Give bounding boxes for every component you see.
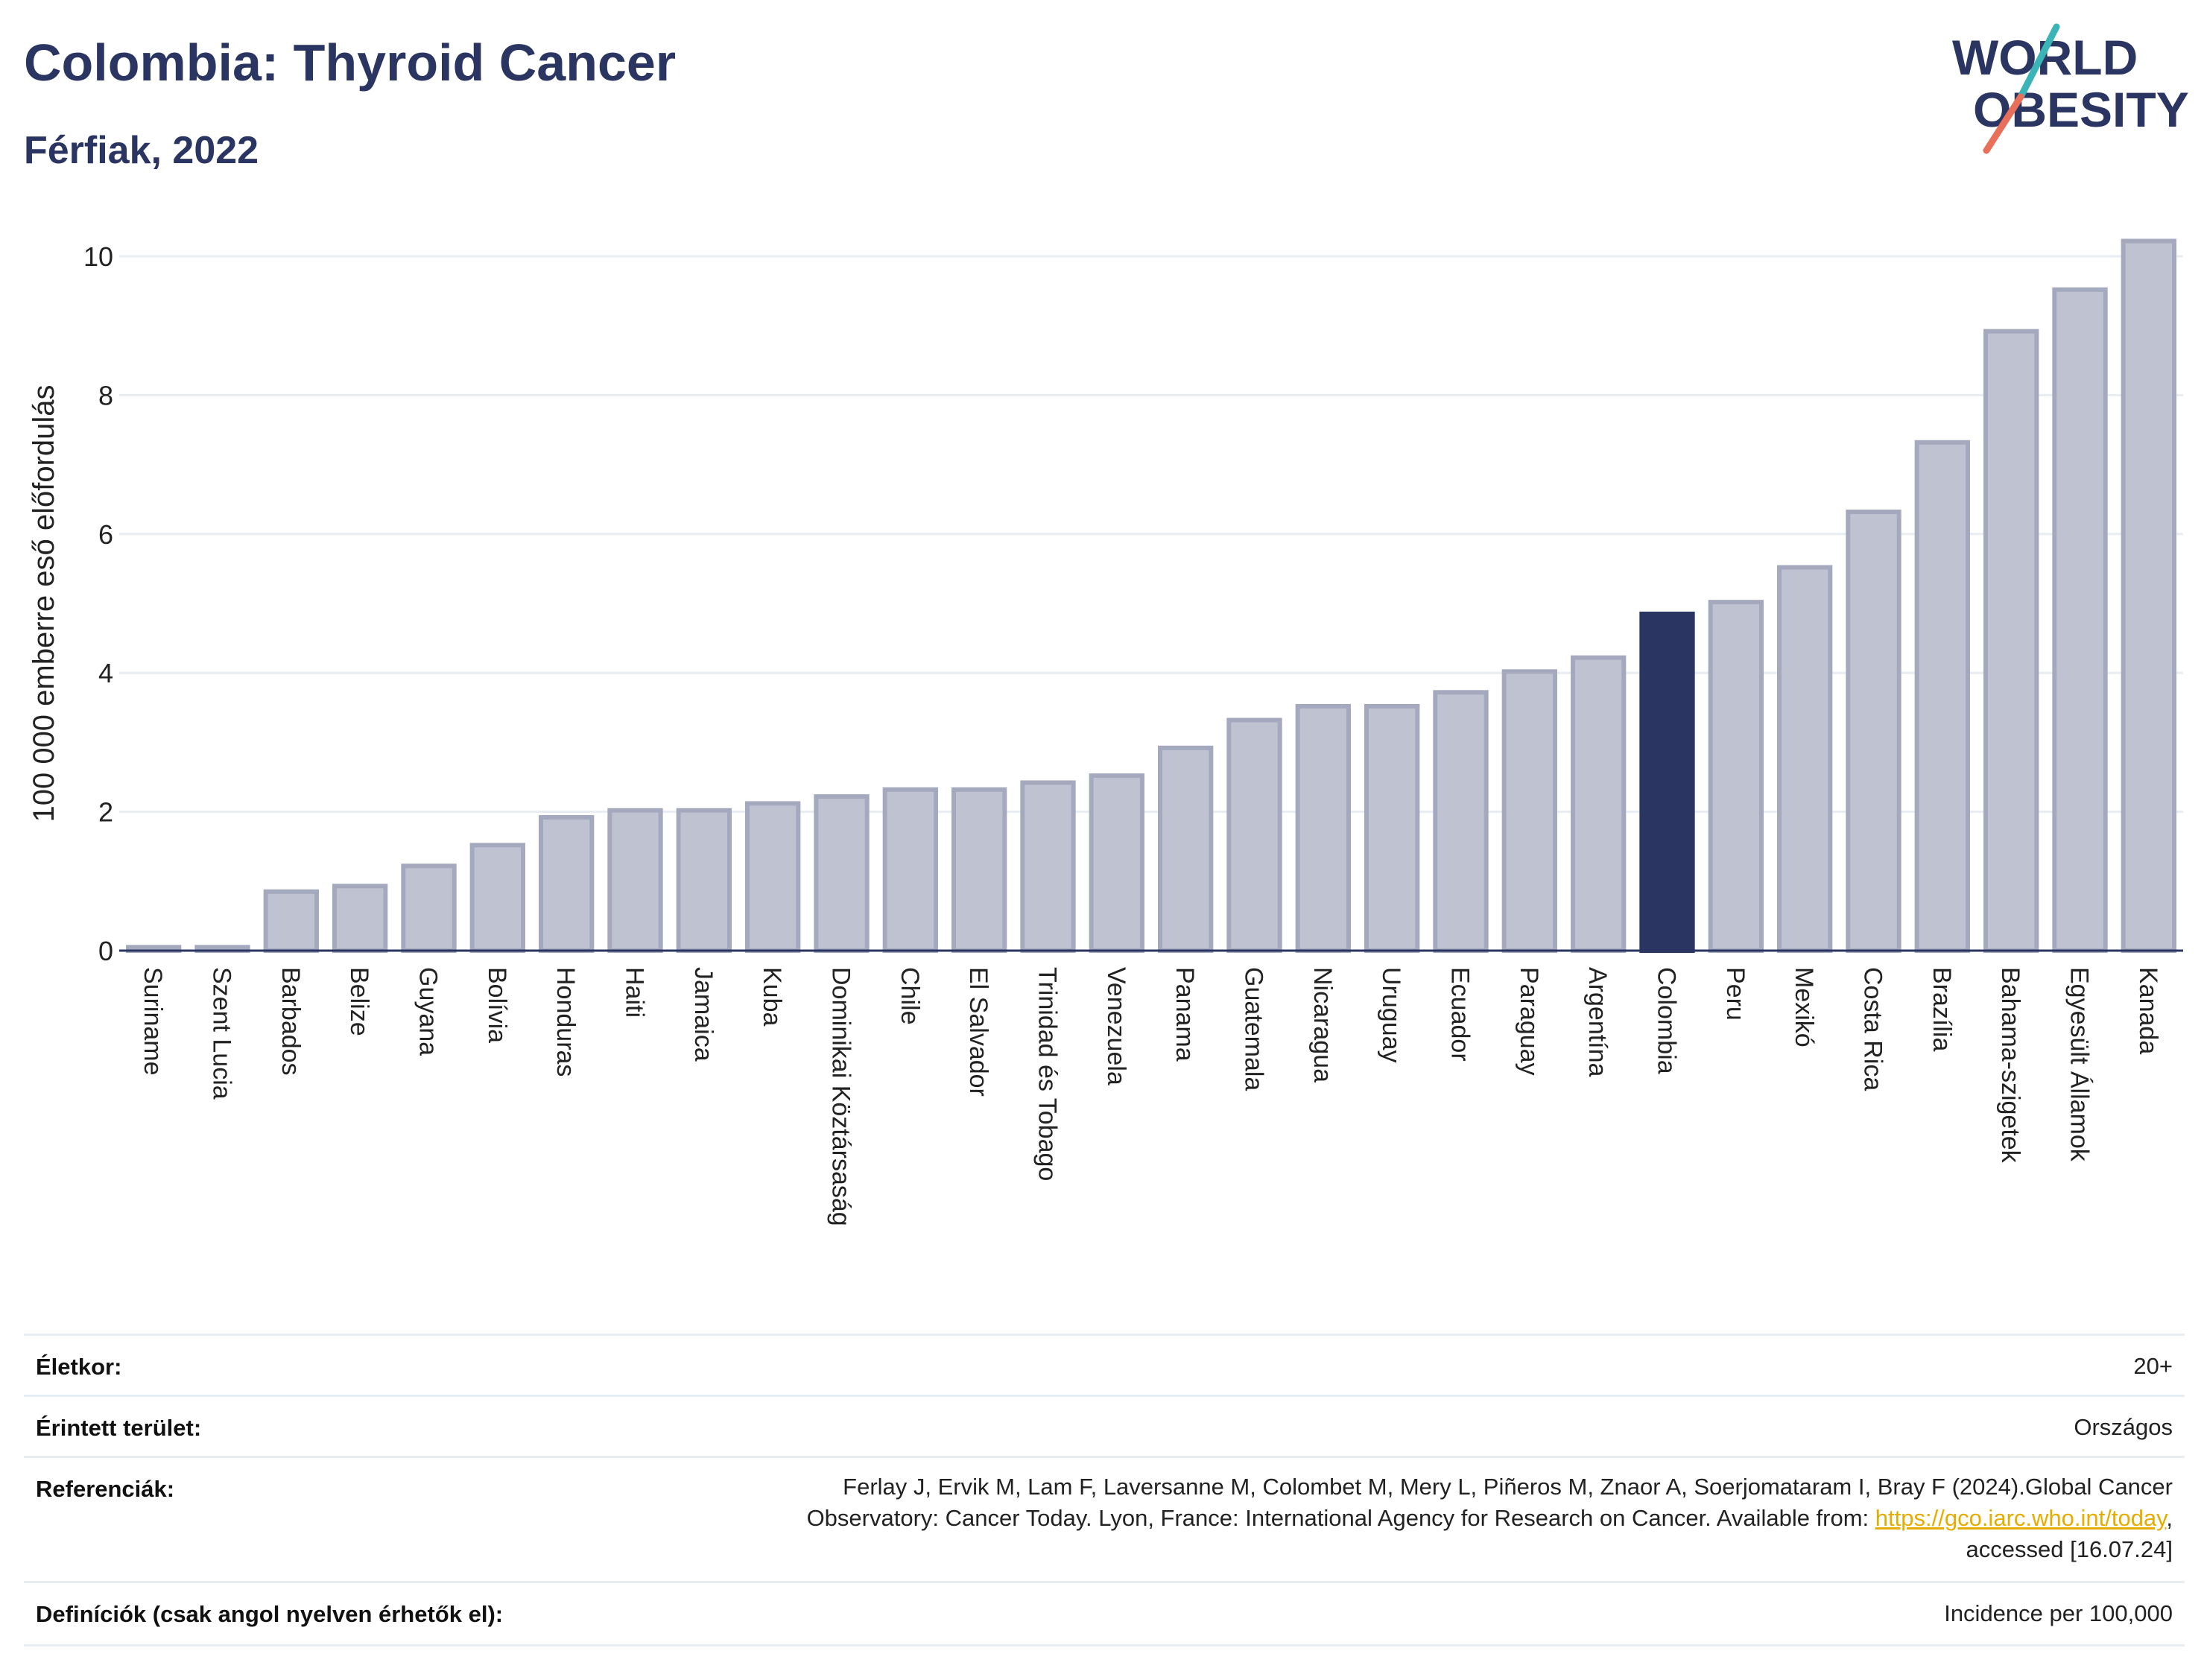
- bar-el-salvador: [951, 787, 1007, 953]
- bar-costa-rica: [1846, 509, 1901, 953]
- bar-bahama-szigetek: [1983, 329, 2039, 953]
- chart-subtitle: Férfiak, 2022: [24, 129, 259, 172]
- info-label-area: Érintett terület:: [36, 1415, 202, 1441]
- x-tick-label: Brazília: [1928, 967, 1956, 1051]
- bar-paraguay: [1501, 669, 1557, 953]
- bar-kuba: [745, 801, 801, 954]
- info-value-definitions: Incidence per 100,000: [1944, 1600, 2173, 1626]
- bar-uruguay: [1364, 703, 1420, 953]
- bar-egyes-lt-llamok: [2052, 287, 2108, 953]
- bar-honduras: [539, 815, 595, 954]
- x-tick-label: Kanada: [2134, 967, 2162, 1054]
- x-tick-label: Nicaragua: [1308, 967, 1337, 1083]
- chart-title: Colombia: Thyroid Cancer: [24, 34, 677, 92]
- bar-trinidad-s-tobago: [1020, 780, 1076, 954]
- x-tick-label: Bolívia: [483, 967, 511, 1043]
- bar-ecuador: [1433, 690, 1489, 954]
- y-tick-label: 0: [98, 936, 113, 966]
- x-tick-label: Szent Lucia: [208, 967, 236, 1100]
- reference-line1: Ferlay J, Ervik M, Lam F, Laversanne M, …: [843, 1474, 2173, 1500]
- y-axis-label: 100 000 emberre eső előfordulás: [28, 384, 60, 822]
- bar-bol-via: [469, 843, 525, 954]
- x-tick-label: Ecuador: [1446, 967, 1475, 1062]
- reference-link[interactable]: https://gco.iarc.who.int/today: [1875, 1505, 2167, 1531]
- x-tick-label: Paraguay: [1515, 967, 1543, 1076]
- bar-chart: 0 2 4 6 8 10 Suriname Szent Lucia Barbados Beliz…: [28, 238, 2183, 1226]
- info-value-age: 20+: [2133, 1353, 2173, 1379]
- y-tick-label: 10: [83, 241, 113, 272]
- bar-belize: [332, 884, 388, 953]
- info-value-area: Országos: [2074, 1414, 2173, 1440]
- logo-slash-top: [2017, 23, 2060, 101]
- bar-venezuela: [1089, 773, 1144, 953]
- world-obesity-logo: WORLD OBESITY: [1952, 23, 2189, 154]
- x-tick-label: Venezuela: [1102, 967, 1130, 1085]
- x-tick-label: Peru: [1721, 967, 1749, 1021]
- x-tick-label: Belize: [345, 967, 373, 1036]
- x-tick-label: Guatemala: [1240, 967, 1268, 1091]
- x-tick-label: Trinidad és Tobago: [1033, 967, 1062, 1181]
- x-tick-label: Barbados: [276, 967, 305, 1076]
- reference-line3: accessed [16.07.24]: [1966, 1536, 2173, 1562]
- bar-kanada: [2121, 238, 2176, 954]
- bar-guatemala: [1226, 717, 1282, 953]
- x-tick-label: Costa Rica: [1859, 967, 1887, 1091]
- bar-haiti: [607, 808, 663, 953]
- info-row-definitions: Definíciók (csak angol nyelven érhetők e…: [24, 1581, 2185, 1646]
- info-value-references: Ferlay J, Ervik M, Lam F, Laversanne M, …: [807, 1471, 2173, 1565]
- bar-nicaragua: [1295, 703, 1351, 953]
- logo-slash-bottom: [1983, 93, 2024, 154]
- x-tick-label: Uruguay: [1377, 967, 1405, 1063]
- info-row-area: Érintett terület: Országos: [24, 1395, 2185, 1458]
- x-tick-label: Chile: [896, 967, 924, 1024]
- x-axis-labels: Suriname Szent Lucia Barbados Belize Guyana B…: [139, 967, 2162, 1226]
- x-tick-label: Mexikó: [1790, 967, 1818, 1047]
- y-axis-ticks: 0 2 4 6 8 10: [83, 241, 113, 966]
- y-tick-label: 6: [98, 519, 113, 550]
- x-tick-label: Guyana: [414, 967, 443, 1056]
- x-tick-label: Suriname: [139, 967, 167, 1076]
- bar-guyana: [401, 863, 457, 954]
- info-label-age: Életkor:: [36, 1354, 122, 1380]
- y-tick-label: 8: [98, 380, 113, 411]
- y-tick-label: 4: [98, 658, 113, 688]
- bar-peru: [1708, 600, 1764, 953]
- bars: [126, 238, 2176, 954]
- bar-panama: [1158, 745, 1214, 954]
- info-label-references: Referenciák:: [36, 1476, 175, 1502]
- bar-barbados: [263, 889, 319, 954]
- x-tick-label: Honduras: [551, 967, 580, 1077]
- reference-line2: Observatory: Cancer Today. Lyon, France:…: [806, 1505, 2173, 1531]
- bar-braz-lia: [1914, 440, 1970, 953]
- bar-dominikai-k-zt-rsas-g: [814, 794, 870, 953]
- x-tick-label: Egyesült Államok: [2065, 967, 2094, 1162]
- y-tick-label: 2: [98, 797, 113, 828]
- bar-mexik-: [1777, 565, 1833, 953]
- x-tick-label: Jamaica: [689, 967, 718, 1062]
- x-tick-label: Panama: [1171, 967, 1199, 1062]
- x-tick-label: Dominikai Köztársaság: [827, 967, 855, 1226]
- logo-line1: WORLD: [1952, 30, 2138, 85]
- x-tick-label: Haiti: [621, 967, 649, 1018]
- x-tick-label: Argentína: [1583, 967, 1612, 1077]
- x-tick-label: Colombia: [1653, 967, 1681, 1074]
- x-tick-label: Bahama-szigetek: [1996, 967, 2024, 1164]
- x-tick-label: El Salvador: [964, 967, 992, 1097]
- bar-jamaica: [676, 808, 732, 953]
- x-tick-label: Kuba: [758, 967, 786, 1026]
- info-row-age: Életkor: 20+: [24, 1334, 2185, 1397]
- bar-colombia: [1639, 611, 1695, 953]
- info-label-definitions: Definíciók (csak angol nyelven érhetők e…: [36, 1601, 504, 1627]
- bar-chile: [882, 787, 938, 953]
- info-row-references: Referenciák: Ferlay J, Ervik M, Lam F, L…: [24, 1456, 2185, 1583]
- grid-lines: [119, 255, 2183, 814]
- bar-argent-na: [1571, 655, 1627, 953]
